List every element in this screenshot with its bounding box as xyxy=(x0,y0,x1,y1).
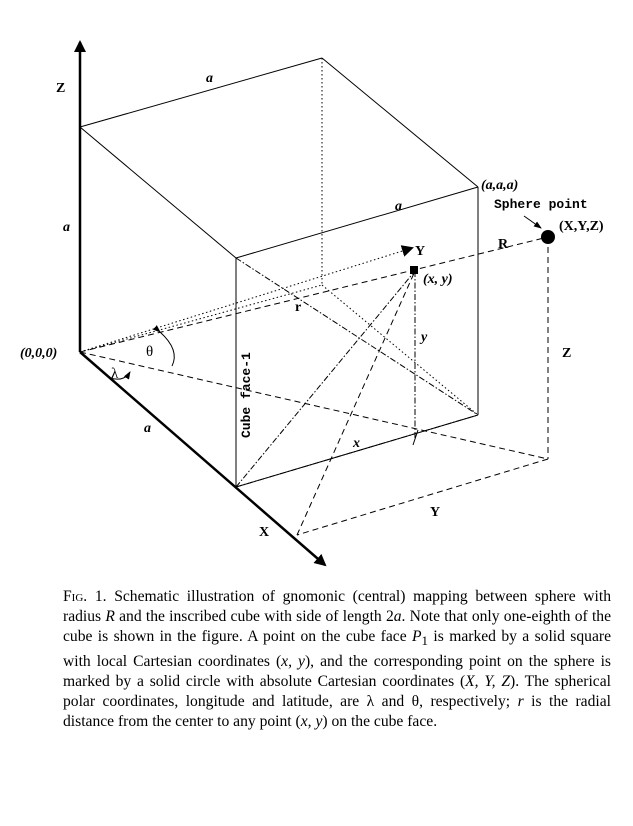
theta-arc xyxy=(152,325,175,367)
tick-x xyxy=(412,429,419,446)
sphere-point-label: Sphere point xyxy=(494,197,588,212)
sphere-coords-label: (X,Y,Z) xyxy=(559,219,604,234)
caption-segment: Schematic illustration of gnomonic (cent… xyxy=(63,588,611,626)
caption-segment: and the inscribed cube with side of leng… xyxy=(114,608,394,626)
gnomonic-figure: Z X a a a a (0,0,0) (a,a,a) Sphere point… xyxy=(20,40,604,567)
caption-segment: R xyxy=(105,608,115,626)
face-y-axis-arrow xyxy=(79,245,414,353)
cube-face-label: Cube face-1 xyxy=(239,352,254,438)
y-local-label: y xyxy=(419,330,428,345)
caption-segment: x, y xyxy=(281,652,305,670)
caption-segment: P xyxy=(412,628,422,646)
edge-a-bottom-label: a xyxy=(144,421,151,436)
caption-text: Fig. 1. Schematic illustration of gnomon… xyxy=(63,587,611,733)
caption-segment: . Note that only one-eighth of the cube … xyxy=(63,608,611,646)
construction-lines xyxy=(79,236,549,536)
caption-segment: ) on the cube face. xyxy=(322,713,438,731)
hidden-edges xyxy=(79,58,479,416)
caption-segment: a xyxy=(393,608,402,626)
lambda-label: λ xyxy=(111,366,119,382)
face-y-label: Y xyxy=(415,244,425,259)
face-lines xyxy=(235,257,479,488)
Y-floor-label: Y xyxy=(430,505,440,520)
origin-label: (0,0,0) xyxy=(20,346,57,361)
caption-segment: is marked by a solid square with local C… xyxy=(63,628,611,670)
sphere-point-marker xyxy=(541,230,555,244)
x-local-label: x xyxy=(352,436,360,451)
R-label: R xyxy=(498,237,509,252)
cube-point-label: (x, y) xyxy=(423,272,453,287)
edge-a-top-label: a xyxy=(206,71,213,86)
Z-drop-label: Z xyxy=(562,346,571,361)
caption-number: 1. xyxy=(94,588,107,605)
edge-a-left-label: a xyxy=(63,220,70,235)
lambda-arc xyxy=(109,371,131,380)
corner-label: (a,a,a) xyxy=(481,178,518,193)
x-axis xyxy=(79,351,327,567)
caption-prefix: Fig. xyxy=(63,588,88,605)
theta-label: θ xyxy=(146,344,153,360)
figure-caption: Fig. 1. Schematic illustration of gnomon… xyxy=(63,587,611,733)
cube-edges xyxy=(79,57,479,488)
cube-point-marker xyxy=(410,266,418,274)
diagram-svg: Z X a a a a (0,0,0) (a,a,a) Sphere point… xyxy=(20,40,604,567)
caption-segment: is the radial distance from the center t… xyxy=(63,693,611,731)
x-axis-label: X xyxy=(259,525,269,540)
caption-segment: ). The spherical polar coordinates, long… xyxy=(63,672,611,711)
z-axis-label: Z xyxy=(56,81,65,96)
edge-a-front-label: a xyxy=(395,199,402,214)
caption-segment: 1 xyxy=(421,633,429,649)
caption-segment: r xyxy=(517,693,524,711)
caption-segment: x, y xyxy=(300,713,323,731)
tick-sphere xyxy=(523,215,542,229)
r-label: r xyxy=(295,300,301,315)
caption-body: Schematic illustration of gnomonic (cent… xyxy=(63,588,611,730)
caption-segment: X, Y, Z xyxy=(465,672,511,690)
caption-segment: ), and the corresponding point on the sp… xyxy=(63,652,611,690)
